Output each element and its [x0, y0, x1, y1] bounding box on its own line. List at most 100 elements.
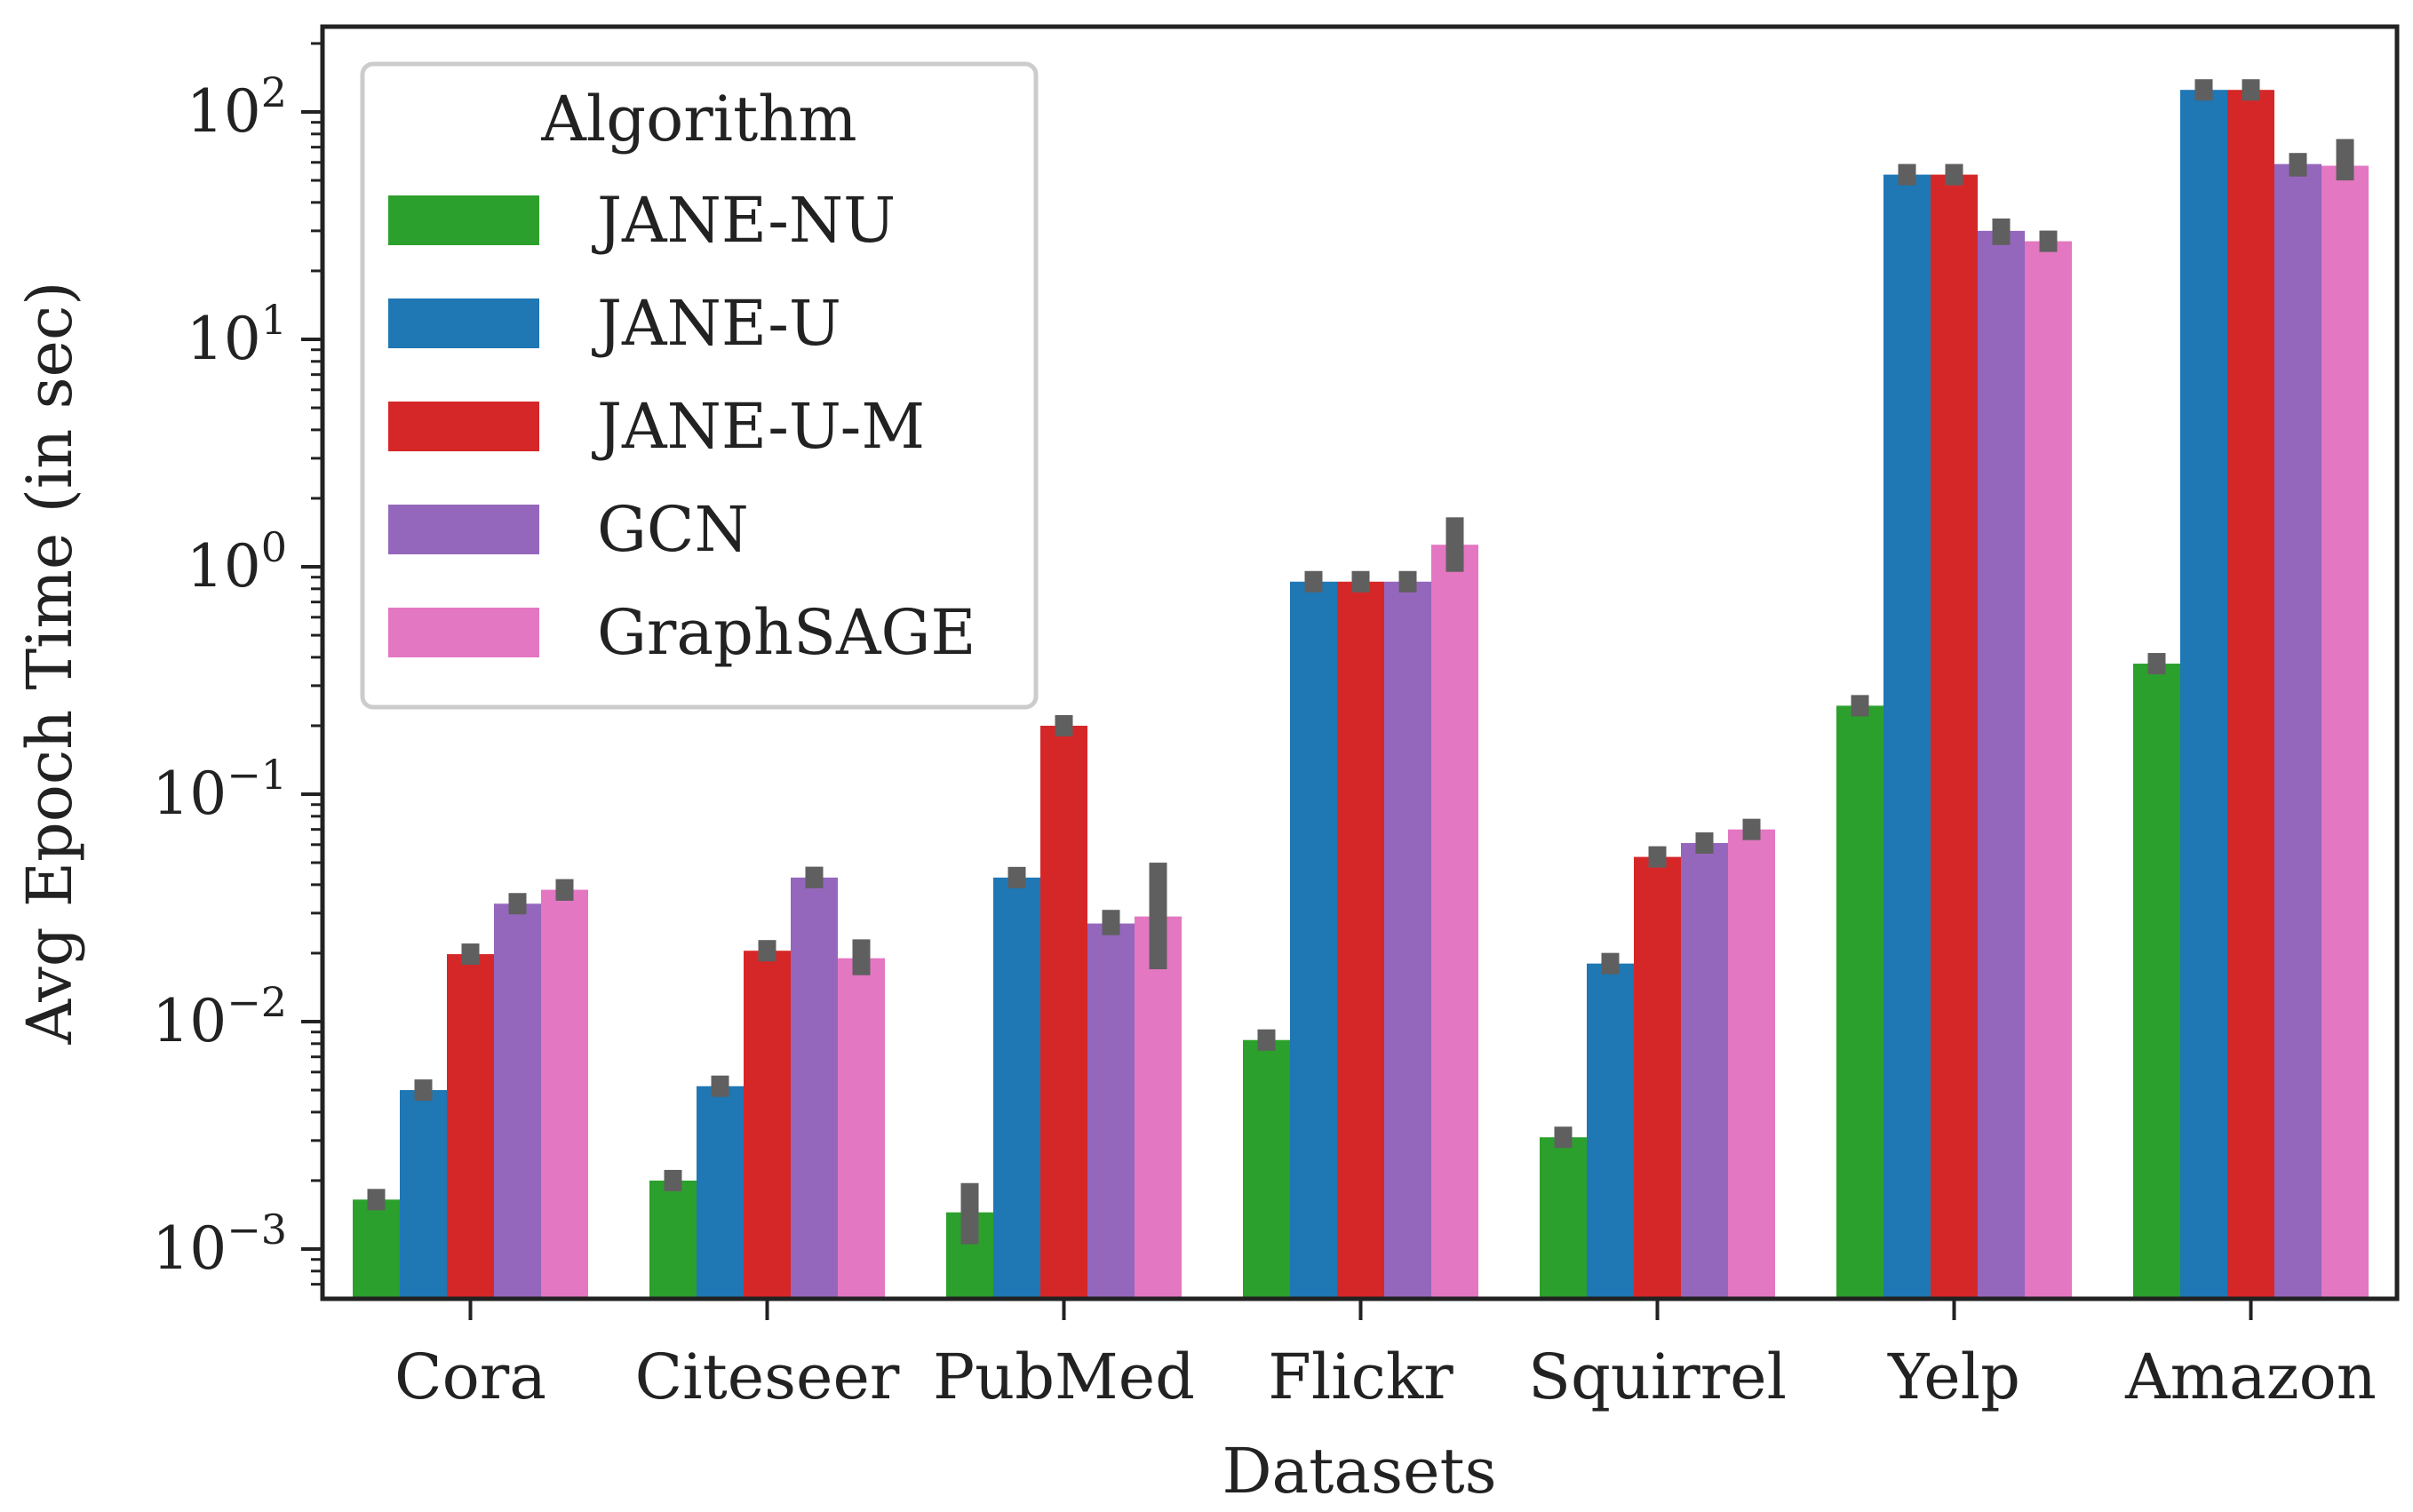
bar-graphsage-amazon — [2321, 165, 2369, 1299]
legend-label-jane-u: JANE-U — [592, 287, 841, 360]
y-tick-exponent: 1 — [261, 296, 287, 344]
bar-graphsage-squirrel — [1728, 829, 1775, 1299]
error-bar-graphsage-flickr — [1445, 517, 1464, 572]
error-bars-layer — [367, 79, 2354, 1245]
bar-jane-u-citeseer — [697, 1086, 744, 1299]
x-tick-label-yelp: Yelp — [1887, 1341, 2020, 1413]
error-bar-gcn-squirrel — [1695, 832, 1714, 854]
bar-gcn-flickr — [1384, 581, 1431, 1299]
bar-jane-u-squirrel — [1587, 963, 1634, 1299]
y-tick-base: 10 — [187, 532, 261, 601]
error-bar-graphsage-cora — [555, 879, 574, 901]
bar-graphsage-cora — [541, 889, 588, 1299]
bar-jane-u-m-pubmed — [1040, 725, 1087, 1299]
bar-jane-nu-citeseer — [649, 1180, 697, 1299]
legend-label-gcn: GCN — [597, 493, 749, 566]
error-bar-jane-u-flickr — [1304, 570, 1323, 593]
y-tick-exponent: −3 — [227, 1206, 287, 1253]
bar-jane-u-m-citeseer — [744, 951, 791, 1299]
y-tick-base: 10 — [187, 305, 261, 373]
legend-swatch-jane-u-m — [388, 402, 539, 451]
bar-jane-nu-cora — [353, 1199, 400, 1299]
bar-gcn-citeseer — [791, 877, 838, 1299]
x-tick-label-pubmed: PubMed — [933, 1341, 1195, 1413]
error-bar-jane-u-m-cora — [461, 943, 480, 966]
error-bar-jane-nu-yelp — [1851, 695, 1869, 717]
error-bar-jane-nu-cora — [367, 1189, 386, 1211]
y-tick-label: 100 — [187, 523, 287, 601]
y-tick-base: 10 — [152, 1214, 227, 1283]
bar-jane-u-m-yelp — [1931, 174, 1978, 1300]
y-tick-label: 102 — [187, 68, 287, 146]
bar-jane-nu-flickr — [1243, 1039, 1290, 1299]
y-tick-label: 10−2 — [152, 978, 287, 1055]
bar-graphsage-citeseer — [838, 958, 885, 1299]
error-bar-gcn-cora — [508, 893, 527, 915]
bar-jane-u-flickr — [1290, 581, 1337, 1299]
error-bar-graphsage-squirrel — [1742, 818, 1761, 840]
legend-swatch-graphsage — [388, 608, 539, 657]
error-bar-graphsage-citeseer — [852, 939, 871, 975]
error-bar-jane-u-pubmed — [1007, 866, 1026, 888]
error-bar-jane-u-m-yelp — [1945, 163, 1963, 186]
error-bar-jane-u-yelp — [1898, 163, 1916, 186]
y-tick-exponent: −1 — [227, 751, 287, 799]
error-bar-gcn-amazon — [2289, 153, 2307, 177]
bar-graphsage-flickr — [1431, 545, 1478, 1299]
legend-label-jane-u-m: JANE-U-M — [592, 390, 925, 463]
error-bar-gcn-citeseer — [805, 866, 824, 888]
bar-jane-nu-amazon — [2133, 664, 2180, 1299]
bar-jane-u-yelp — [1883, 174, 1931, 1300]
x-tick-label-flickr: Flickr — [1268, 1341, 1453, 1413]
y-tick-label: 10−1 — [152, 751, 287, 828]
y-tick-exponent: −2 — [227, 978, 287, 1026]
legend-swatch-gcn — [388, 505, 539, 554]
bar-jane-u-amazon — [2180, 90, 2227, 1299]
error-bar-jane-u-m-citeseer — [758, 940, 776, 962]
legend-label-graphsage: GraphSAGE — [597, 596, 976, 669]
error-bar-graphsage-amazon — [2336, 139, 2354, 181]
bar-jane-u-m-cora — [447, 954, 494, 1299]
y-tick-exponent: 0 — [261, 523, 287, 571]
x-axis: Cora Citeseer PubMed Flickr Squirrel Yelp Amaz… — [394, 1299, 2377, 1413]
y-tick-base: 10 — [152, 760, 227, 828]
error-bar-graphsage-yelp — [2039, 230, 2058, 252]
x-tick-label-amazon: Amazon — [2124, 1341, 2377, 1413]
y-tick-label: 101 — [187, 296, 287, 373]
bar-jane-nu-yelp — [1836, 705, 1883, 1299]
error-bar-jane-nu-amazon — [2147, 653, 2166, 675]
error-bar-jane-u-cora — [414, 1079, 433, 1102]
legend-title: Algorithm — [540, 83, 856, 155]
legend-label-jane-nu: JANE-NU — [592, 184, 896, 257]
bar-gcn-cora — [494, 903, 541, 1299]
bar-jane-u-m-amazon — [2227, 90, 2274, 1299]
bar-gcn-pubmed — [1087, 923, 1135, 1299]
error-bar-jane-nu-flickr — [1257, 1029, 1276, 1051]
bar-jane-nu-squirrel — [1540, 1137, 1587, 1299]
error-bar-gcn-flickr — [1398, 570, 1417, 593]
bar-gcn-squirrel — [1681, 842, 1728, 1299]
legend: Algorithm JANE-NU JANE-U JANE-U-M GCN GraphS… — [360, 61, 1039, 710]
legend-swatch-jane-nu — [388, 195, 539, 245]
bar-gcn-yelp — [1978, 230, 2025, 1300]
y-tick-label: 10−3 — [152, 1206, 287, 1283]
legend-swatch-jane-u — [388, 298, 539, 348]
error-bar-jane-u-m-flickr — [1351, 570, 1370, 593]
x-tick-label-squirrel: Squirrel — [1528, 1341, 1787, 1413]
error-bar-jane-nu-pubmed — [960, 1182, 979, 1245]
y-axis-label: Avg Epoch Time (in sec) — [13, 282, 86, 1046]
bars-layer — [353, 90, 2369, 1300]
error-bar-jane-u-squirrel — [1601, 952, 1620, 975]
bar-jane-u-m-squirrel — [1634, 856, 1681, 1299]
error-bar-jane-u-citeseer — [711, 1075, 729, 1097]
bar-jane-u-cora — [400, 1090, 447, 1299]
y-tick-base: 10 — [187, 77, 261, 146]
error-bar-jane-u-m-pubmed — [1055, 714, 1073, 736]
y-tick-exponent: 2 — [261, 68, 287, 116]
bar-gcn-amazon — [2274, 163, 2321, 1300]
error-bar-jane-u-m-amazon — [2242, 79, 2260, 101]
plot-frame — [320, 24, 2400, 1301]
error-bar-jane-u-m-squirrel — [1648, 846, 1667, 868]
